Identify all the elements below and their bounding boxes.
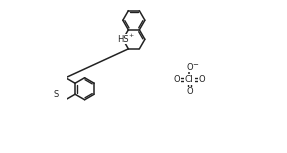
Text: O: O	[198, 75, 205, 84]
Text: −: −	[192, 62, 198, 68]
Text: O: O	[186, 63, 193, 72]
Text: S: S	[53, 90, 59, 99]
Text: O: O	[186, 87, 193, 96]
Text: O: O	[174, 75, 181, 84]
Text: +: +	[129, 33, 134, 38]
Text: HS: HS	[117, 35, 129, 44]
Text: Cl: Cl	[185, 75, 194, 84]
